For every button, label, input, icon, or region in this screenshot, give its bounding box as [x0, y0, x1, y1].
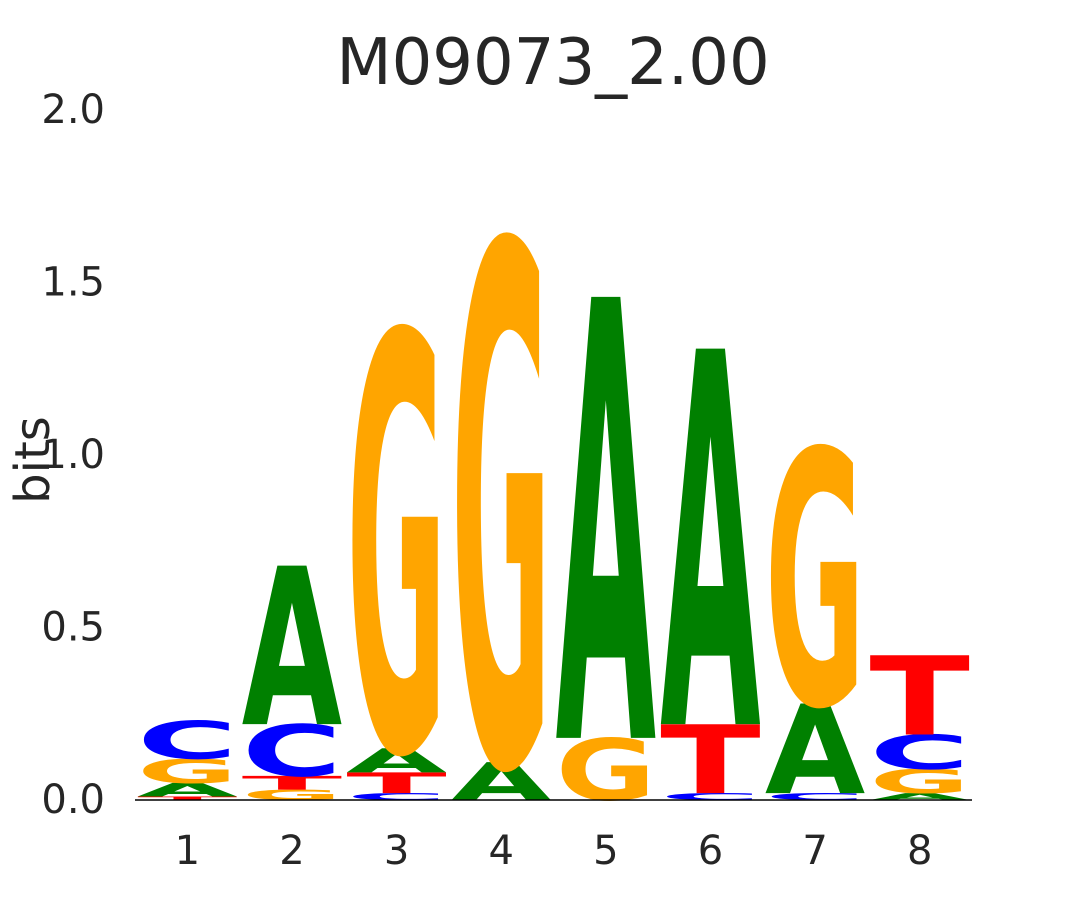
logo-letter-g: G: [556, 721, 656, 820]
y-tick-label: 2.0: [41, 87, 105, 133]
y-axis-label-group: bits: [5, 416, 61, 504]
y-axis-label: bits: [5, 416, 61, 504]
logo-letter-t: T: [242, 772, 343, 794]
logo-letter-a: A: [869, 791, 969, 802]
chart-title: M09073_2.00: [336, 26, 769, 100]
logo-letter-t: T: [346, 767, 446, 800]
logo-letter-a: A: [765, 679, 866, 822]
x-tick-label: 8: [907, 828, 932, 874]
y-axis-ticks: 0.0 0.5 1.0 1.5 2.0: [41, 87, 105, 823]
logo-letter-c: C: [242, 710, 342, 793]
logo-letter-g: G: [137, 752, 237, 790]
logo-letter-c: C: [765, 791, 865, 802]
x-tick-label: 4: [488, 828, 513, 874]
logo-letter-c: C: [137, 711, 237, 771]
x-tick-label: 1: [175, 828, 200, 874]
logo-letter-t: T: [137, 796, 237, 802]
y-tick-label: 0.0: [41, 777, 105, 823]
logo-letter-g: G: [765, 379, 865, 786]
x-axis-ticks: 1 2 3 4 5 6 7 8: [175, 828, 933, 874]
logo-letter-a: A: [346, 742, 446, 780]
logo-letter-a: A: [242, 524, 342, 777]
logo-letter-a: A: [556, 178, 657, 882]
logo-letter-t: T: [869, 634, 969, 761]
logo-letter-g: G: [451, 100, 551, 900]
logo-letter-g: G: [869, 763, 969, 801]
x-tick-label: 3: [384, 828, 409, 874]
y-tick-label: 1.0: [41, 432, 105, 478]
logo-letter-c: C: [869, 726, 969, 781]
logo-letter-g: G: [346, 217, 446, 884]
y-tick-label: 0.5: [41, 605, 105, 651]
x-tick-label: 5: [593, 828, 618, 874]
y-tick-label: 1.5: [41, 260, 105, 306]
x-tick-label: 7: [802, 828, 827, 874]
logo-letter-a: A: [660, 245, 761, 846]
logo-letter-a: A: [451, 752, 551, 812]
logo-letter-c: C: [660, 791, 760, 802]
x-tick-label: 2: [279, 828, 304, 874]
x-tick-label: 6: [698, 828, 723, 874]
logo-letter-t: T: [660, 706, 760, 816]
logo-letter-c: C: [346, 791, 446, 802]
logo-letter-a: A: [137, 779, 238, 801]
